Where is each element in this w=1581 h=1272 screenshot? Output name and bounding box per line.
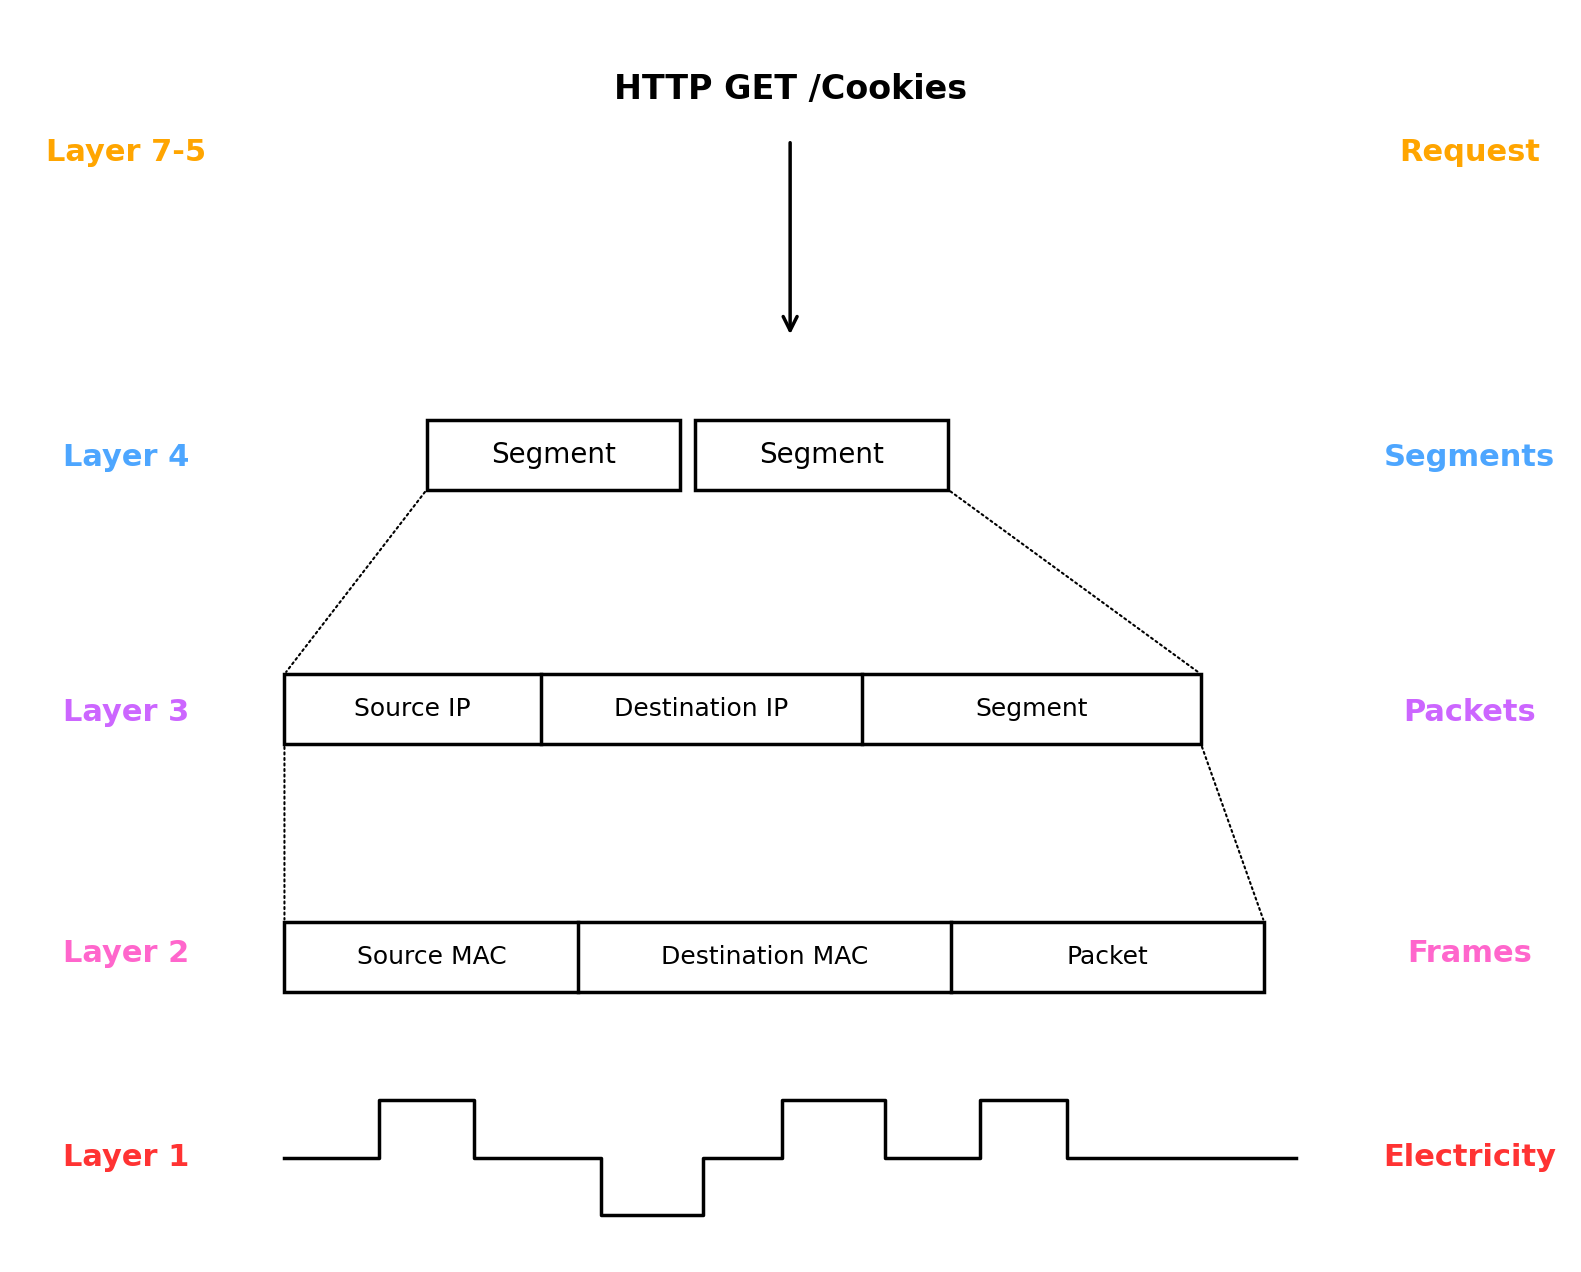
FancyBboxPatch shape: [285, 922, 1265, 992]
FancyBboxPatch shape: [696, 420, 949, 490]
Text: Layer 1: Layer 1: [63, 1144, 190, 1172]
FancyBboxPatch shape: [427, 420, 680, 490]
Text: Segment: Segment: [975, 697, 1088, 721]
Text: Layer 4: Layer 4: [63, 444, 190, 472]
Text: Source MAC: Source MAC: [357, 945, 506, 969]
Text: Frames: Frames: [1407, 940, 1532, 968]
Text: Destination MAC: Destination MAC: [661, 945, 868, 969]
Text: Destination IP: Destination IP: [615, 697, 789, 721]
Text: Electricity: Electricity: [1383, 1144, 1556, 1172]
Text: Layer 7-5: Layer 7-5: [46, 139, 207, 167]
Text: Layer 2: Layer 2: [63, 940, 190, 968]
Text: Segment: Segment: [759, 440, 884, 469]
Text: Packet: Packet: [1067, 945, 1148, 969]
Text: Segment: Segment: [490, 440, 615, 469]
Text: HTTP GET /Cookies: HTTP GET /Cookies: [613, 73, 966, 106]
Text: Packets: Packets: [1404, 698, 1537, 726]
Text: Request: Request: [1399, 139, 1540, 167]
FancyBboxPatch shape: [285, 674, 1202, 744]
Text: Layer 3: Layer 3: [63, 698, 190, 726]
Text: Segments: Segments: [1383, 444, 1556, 472]
Text: Source IP: Source IP: [354, 697, 471, 721]
